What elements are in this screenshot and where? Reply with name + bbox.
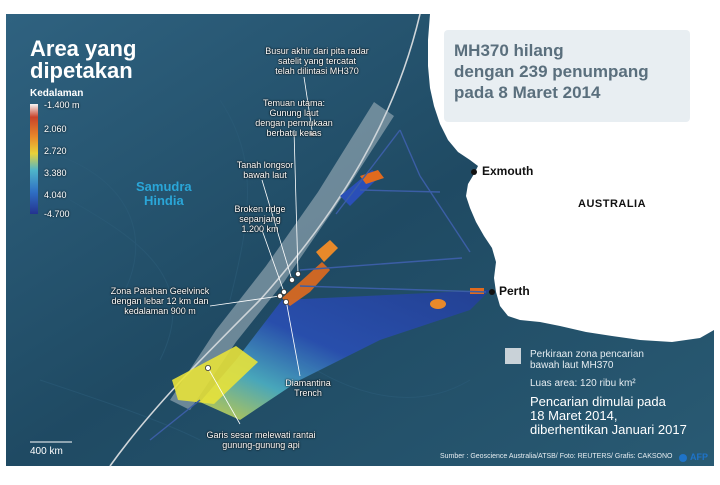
afp-logo-text: AFP: [690, 452, 708, 462]
search-zone-band: [170, 102, 394, 410]
scale-label: 400 km: [30, 446, 63, 457]
annotation-radar-arc: Busur akhir dari pita radar satelit yang…: [265, 46, 369, 76]
callout-dots: [204, 131, 315, 371]
legend-value: -1.400 m: [44, 100, 80, 110]
afp-logo-mark: [679, 454, 687, 462]
ocean-label: Samudra Hindia: [136, 179, 192, 208]
annotation-landslide: Tanah longsor bawah laut: [236, 160, 294, 180]
depth-legend-bar: [30, 104, 38, 214]
annotation-broken-ridge: Broken ridge sepanjang 1.200 km: [234, 204, 286, 234]
seafloor-texture: [39, 99, 471, 441]
radar-arc: [109, 13, 421, 467]
annotation-diamantina: Diamantina Trench: [285, 378, 331, 398]
country-label: AUSTRALIA: [578, 198, 647, 210]
search-zone-swatch: [505, 348, 521, 364]
legend-value: 2.720: [44, 146, 67, 156]
exmouth-dot: [471, 169, 477, 175]
legend-value: -4.700: [44, 209, 70, 219]
city-label-exmouth: Exmouth: [482, 164, 534, 178]
headline: MH370 hilang dengan 239 penumpang pada 8…: [454, 41, 649, 102]
search-zone-label: Perkiraan zona pencarian bawah laut MH37…: [530, 349, 644, 371]
source-credit: Sumber : Geoscience Australia/ATSB/ Foto…: [440, 453, 673, 460]
top-rule: [0, 0, 720, 6]
legend-value: 3.380: [44, 168, 67, 178]
scanned-area: [172, 170, 490, 420]
callout-lines: [207, 76, 313, 425]
legend-title: Kedalaman: [30, 88, 84, 99]
search-zone-area: Luas area: 120 ribu km²: [530, 378, 636, 389]
annotation-main-finding: Temuan utama: Gunung laut dengan permuka…: [255, 98, 333, 138]
map-title: Area yang dipetakan: [30, 36, 137, 83]
annotation-fault-line: Garis sesar melewati rantai gunung-gunun…: [206, 430, 316, 450]
headline-box: [444, 30, 690, 122]
city-label-perth: Perth: [499, 284, 530, 298]
annotation-geelvinck: Zona Patahan Geelvinck dengan lebar 12 k…: [110, 286, 210, 316]
perth-dot: [489, 289, 495, 295]
legend-value: 2.060: [44, 124, 67, 134]
search-dates: Pencarian dimulai pada 18 Maret 2014, di…: [530, 394, 687, 437]
legend-value: 4.040: [44, 190, 67, 200]
survey-tracks: [149, 129, 487, 441]
